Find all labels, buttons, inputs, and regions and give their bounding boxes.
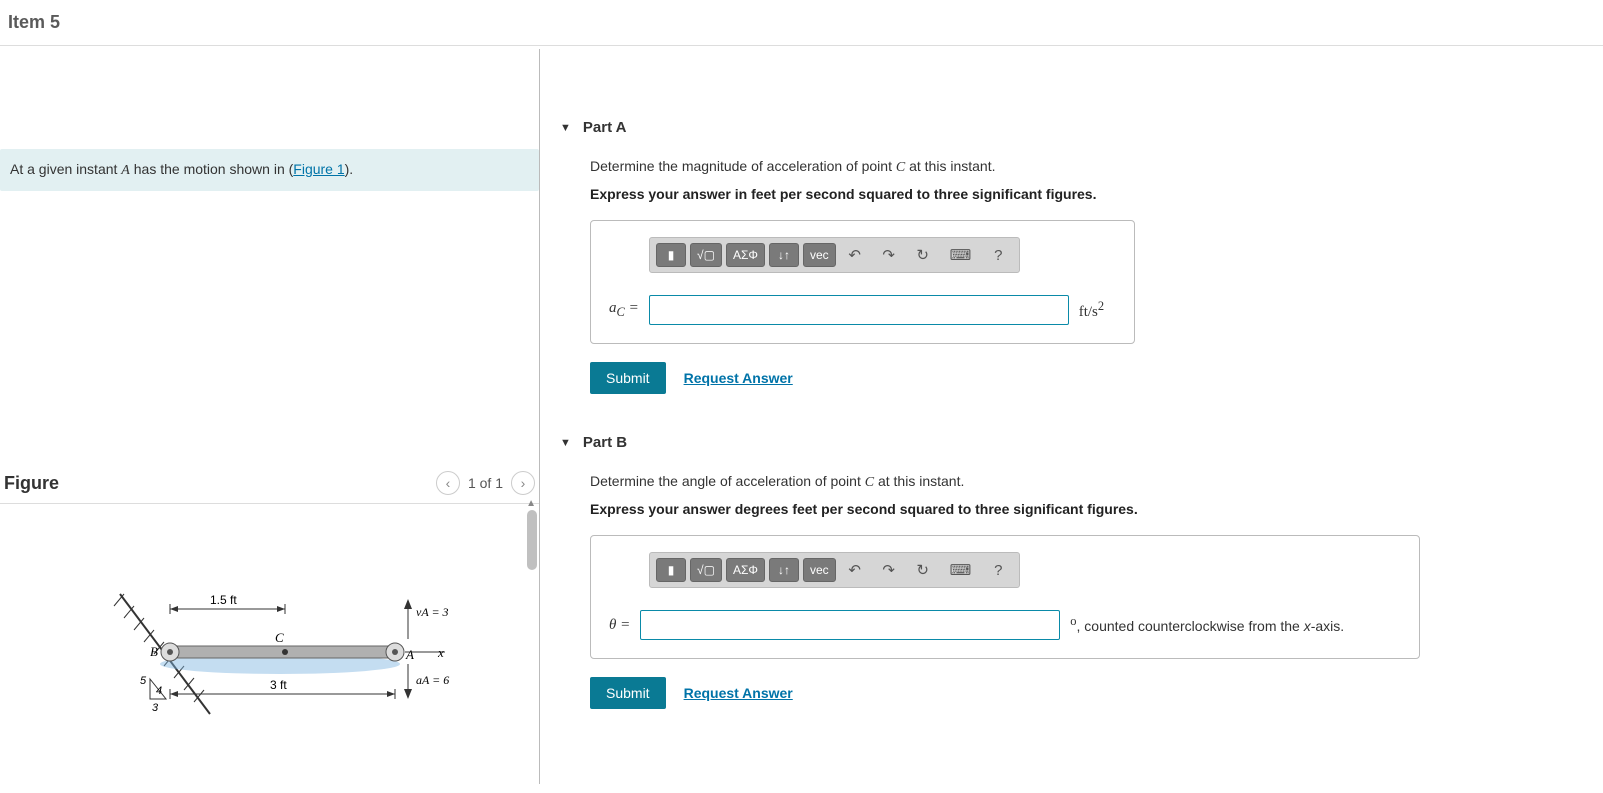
part-a-request-answer-link[interactable]: Request Answer — [684, 370, 793, 386]
part-a-instruct: Express your answer in feet per second s… — [590, 186, 1583, 202]
dim-3ft: 3 ft — [270, 678, 287, 692]
vec-button[interactable]: vec — [803, 558, 836, 582]
sqrt-button[interactable]: √▢ — [690, 243, 722, 267]
redo-button[interactable]: ↷ — [874, 242, 904, 268]
part-b-request-answer-link[interactable]: Request Answer — [684, 685, 793, 701]
coord-5: 5 — [140, 675, 147, 687]
reset-button[interactable]: ↻ — [908, 557, 938, 583]
label-B: B — [150, 644, 158, 659]
help-button[interactable]: ? — [983, 558, 1013, 583]
part-b: ▼ Part B Determine the angle of accelera… — [560, 434, 1583, 709]
greek-button[interactable]: ΑΣΦ — [726, 243, 765, 267]
sqrt-button[interactable]: √▢ — [690, 558, 722, 582]
label-C: C — [275, 630, 284, 645]
part-a-submit-button[interactable]: Submit — [590, 362, 666, 394]
keyboard-button[interactable]: ⌨ — [942, 557, 980, 583]
subscript-button[interactable]: ↓↑ — [769, 243, 799, 267]
label-aA: aA = 6 ft/s² — [416, 673, 450, 687]
label-vA: vA = 3 ft/s — [416, 605, 450, 619]
problem-statement: At a given instant A has the motion show… — [0, 149, 539, 191]
part-b-instruct: Express your answer degrees feet per sec… — [590, 501, 1583, 517]
part-b-header[interactable]: ▼ Part B — [560, 434, 1583, 451]
label-x: x — [437, 645, 444, 660]
redo-button[interactable]: ↷ — [874, 557, 904, 583]
part-a-unit: ft/s2 — [1079, 299, 1104, 321]
page-header: Item 5 — [0, 0, 1603, 46]
right-pane: ▼ Part A Determine the magnitude of acce… — [540, 49, 1603, 784]
figure-header: Figure ‹ 1 of 1 › — [0, 471, 539, 504]
part-b-submit-row: Submit Request Answer — [590, 677, 1583, 709]
help-button[interactable]: ? — [983, 243, 1013, 268]
left-pane: At a given instant A has the motion show… — [0, 49, 540, 784]
part-a-question: Determine the magnitude of acceleration … — [590, 158, 1583, 176]
part-b-input[interactable] — [640, 610, 1060, 640]
part-a: ▼ Part A Determine the magnitude of acce… — [560, 119, 1583, 394]
part-a-var: aC = — [609, 300, 639, 320]
part-b-label: Part B — [583, 434, 627, 451]
prev-figure-button[interactable]: ‹ — [436, 471, 460, 495]
equation-toolbar: ▮ √▢ ΑΣΦ ↓↑ vec ↶ ↷ ↻ ⌨ ? — [649, 552, 1020, 588]
keyboard-button[interactable]: ⌨ — [942, 242, 980, 268]
reset-button[interactable]: ↻ — [908, 242, 938, 268]
part-a-label: Part A — [583, 119, 627, 136]
part-a-submit-row: Submit Request Answer — [590, 362, 1583, 394]
coord-4: 4 — [156, 685, 162, 697]
part-a-header[interactable]: ▼ Part A — [560, 119, 1583, 136]
part-b-submit-button[interactable]: Submit — [590, 677, 666, 709]
scrollbar-thumb[interactable] — [527, 510, 537, 570]
undo-button[interactable]: ↶ — [840, 557, 870, 583]
part-b-unit: o, counted counterclockwise from the x-a… — [1070, 614, 1344, 636]
problem-suf: ). — [345, 161, 354, 177]
part-b-question: Determine the angle of acceleration of p… — [590, 473, 1583, 491]
equation-toolbar: ▮ √▢ ΑΣΦ ↓↑ vec ↶ ↷ ↻ ⌨ ? — [649, 237, 1020, 273]
figure-nav: ‹ 1 of 1 › — [436, 471, 535, 495]
figure-link[interactable]: Figure 1 — [293, 161, 344, 177]
figure-area: ▲ 5 4 3 — [0, 504, 539, 784]
problem-mid: has the motion shown in ( — [130, 161, 293, 177]
template-button[interactable]: ▮ — [656, 558, 686, 582]
figure-pager: 1 of 1 — [468, 475, 503, 491]
scroll-up-icon[interactable]: ▲ — [526, 498, 536, 509]
part-a-answer-box: ▮ √▢ ΑΣΦ ↓↑ vec ↶ ↷ ↻ ⌨ ? aC = ft/s2 — [590, 220, 1135, 344]
problem-var: A — [121, 163, 130, 178]
coord-3: 3 — [152, 702, 159, 714]
problem-pre: At a given instant — [10, 161, 121, 177]
part-b-input-row: θ = o, counted counterclockwise from the… — [609, 610, 1401, 640]
undo-button[interactable]: ↶ — [840, 242, 870, 268]
dim-15ft: 1.5 ft — [210, 593, 237, 607]
next-figure-button[interactable]: › — [511, 471, 535, 495]
item-title: Item 5 — [8, 12, 60, 32]
part-a-input[interactable] — [649, 295, 1069, 325]
part-b-var: θ = — [609, 617, 630, 634]
part-b-answer-box: ▮ √▢ ΑΣΦ ↓↑ vec ↶ ↷ ↻ ⌨ ? θ = o, counted… — [590, 535, 1420, 659]
part-a-input-row: aC = ft/s2 — [609, 295, 1116, 325]
label-A: A — [405, 647, 414, 662]
figure-title: Figure — [4, 473, 59, 494]
collapse-icon: ▼ — [560, 437, 571, 449]
vec-button[interactable]: vec — [803, 243, 836, 267]
content: At a given instant A has the motion show… — [0, 49, 1603, 784]
figure-diagram: 5 4 3 B C A x — [90, 544, 450, 744]
greek-button[interactable]: ΑΣΦ — [726, 558, 765, 582]
subscript-button[interactable]: ↓↑ — [769, 558, 799, 582]
collapse-icon: ▼ — [560, 122, 571, 134]
template-button[interactable]: ▮ — [656, 243, 686, 267]
